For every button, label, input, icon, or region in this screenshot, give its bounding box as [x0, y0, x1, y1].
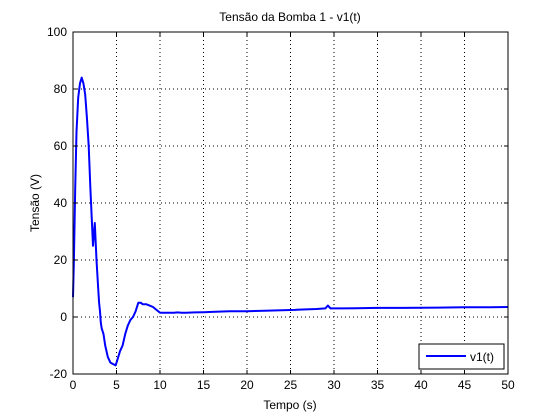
- y-tick-label: 80: [54, 82, 68, 96]
- x-tick-label: 40: [414, 378, 428, 392]
- x-tick-label: 35: [371, 378, 385, 392]
- x-tick-label: 10: [153, 378, 167, 392]
- y-axis-label: Tensão (V): [28, 174, 42, 232]
- grid-lines: [73, 32, 508, 374]
- series-line-v1-t: [72, 76, 509, 367]
- x-tick-label: 25: [284, 378, 298, 392]
- y-tick-label: 100: [47, 25, 67, 39]
- x-tick-label: 5: [113, 378, 120, 392]
- tick-marks: [72, 31, 509, 375]
- chart-title: Tensão da Bomba 1 - v1(t): [219, 10, 360, 24]
- x-tick-label: 15: [197, 378, 211, 392]
- x-tick-label: 30: [327, 378, 341, 392]
- x-tick-label: 20: [240, 378, 254, 392]
- y-tick-label: 20: [54, 253, 68, 267]
- series-layer: [72, 76, 509, 367]
- y-tick-label: 40: [54, 196, 68, 210]
- plot-area: [73, 32, 508, 374]
- x-axis-label: Tempo (s): [263, 398, 316, 412]
- y-tick-label: -20: [50, 367, 68, 381]
- legend-label: v1(t): [470, 350, 494, 364]
- x-tick-label: 45: [458, 378, 472, 392]
- x-tick-label: 50: [501, 378, 515, 392]
- x-tick-label: 0: [70, 378, 77, 392]
- y-tick-label: 0: [60, 310, 67, 324]
- legend: v1(t): [418, 343, 505, 370]
- y-tick-label: 60: [54, 139, 68, 153]
